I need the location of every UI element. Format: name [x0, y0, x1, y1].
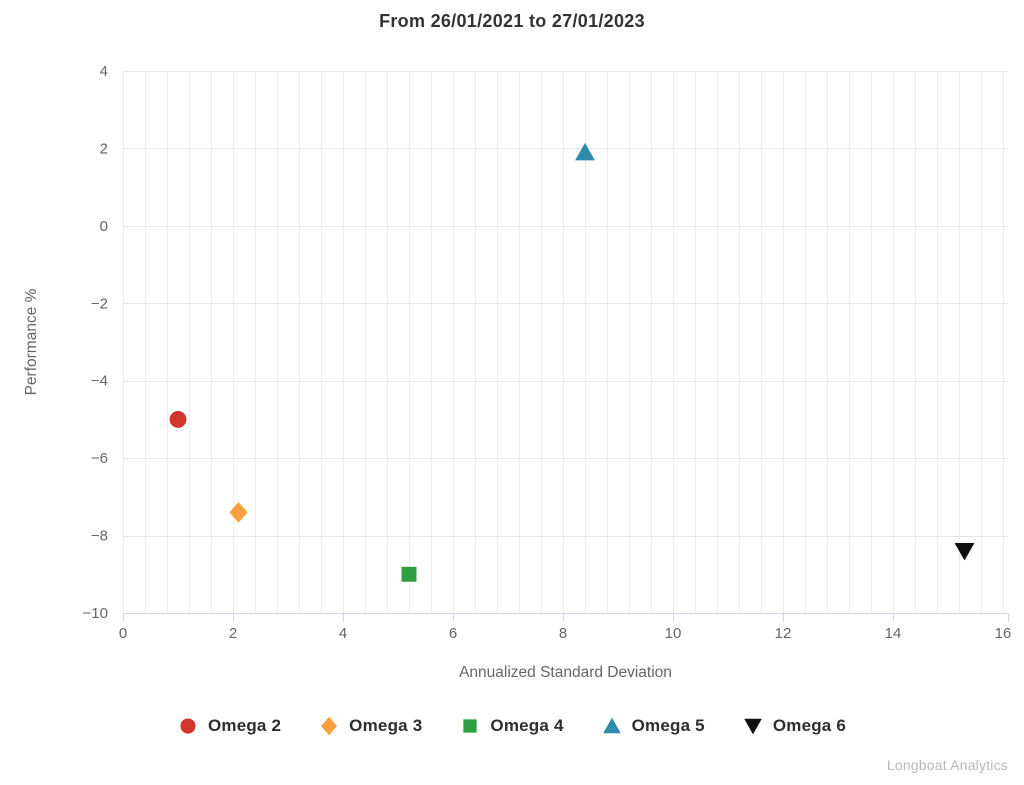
legend-diamond-icon [321, 716, 338, 736]
point-omega-6[interactable] [954, 542, 975, 561]
legend-item-omega-2[interactable]: Omega 2 [178, 716, 281, 736]
data-points [169, 142, 975, 582]
legend-item-omega-4[interactable]: Omega 4 [460, 716, 563, 736]
point-omega-3[interactable] [229, 501, 248, 523]
legend-item-omega-6[interactable]: Omega 6 [743, 716, 846, 736]
x-tick-label: 12 [775, 625, 792, 642]
x-tick-label: 0 [119, 625, 127, 642]
legend-label: Omega 4 [490, 716, 564, 735]
x-axis [123, 613, 1009, 622]
y-tick-label: −8 [91, 528, 108, 545]
y-tick-label: 0 [100, 218, 108, 235]
chart-title: From 26/01/2021 to 27/01/2023 [379, 11, 645, 31]
legend-label: Omega 5 [631, 716, 705, 735]
x-tick-label: 16 [995, 625, 1012, 642]
legend-label: Omega 6 [772, 716, 847, 735]
point-omega-2[interactable] [169, 410, 187, 428]
x-tick-label: 10 [665, 625, 682, 642]
watermark-credit: Longboat Analytics [886, 757, 1008, 773]
x-tick-label: 14 [885, 625, 902, 642]
y-tick-label: −10 [83, 605, 108, 622]
point-omega-5[interactable] [575, 142, 595, 161]
y-tick-label: −4 [91, 373, 108, 390]
x-axis-title: Annualized Standard Deviation [459, 664, 672, 681]
y-tick-label: −6 [91, 450, 108, 467]
legend-circle-icon [180, 718, 196, 734]
legend-label: Omega 3 [349, 716, 423, 735]
legend-square-icon [463, 719, 478, 733]
legend-item-omega-5[interactable]: Omega 5 [602, 716, 705, 736]
x-tick-labels: 0 2 4 6 8 10 12 14 16 [119, 625, 1012, 642]
x-tick-label: 4 [339, 625, 347, 642]
x-tick-label: 8 [559, 625, 567, 642]
legend-label: Omega 2 [207, 716, 282, 735]
y-tick-labels: 4 2 0 −2 −4 −6 −8 −10 [83, 63, 108, 622]
x-gridlines [123, 71, 1004, 613]
y-axis-title: Performance % [23, 288, 40, 395]
legend-triangle-up-icon [602, 717, 621, 734]
chart-legend: Omega 2 Omega 3 Omega 4 Omega 5 Omega 6 [0, 716, 1024, 736]
y-tick-label: 4 [100, 63, 108, 80]
x-tick-label: 6 [449, 625, 457, 642]
y-tick-label: −2 [91, 295, 108, 312]
point-omega-4[interactable] [401, 566, 417, 582]
legend-item-omega-3[interactable]: Omega 3 [319, 716, 422, 736]
scatter-plot: 0 2 4 6 8 10 12 14 16 4 2 0 −2 −4 −6 −8 −10 Annualized St… [23, 63, 1012, 681]
legend-triangle-down-icon [744, 718, 762, 735]
y-tick-label: 2 [100, 140, 108, 157]
x-tick-label: 2 [229, 625, 237, 642]
